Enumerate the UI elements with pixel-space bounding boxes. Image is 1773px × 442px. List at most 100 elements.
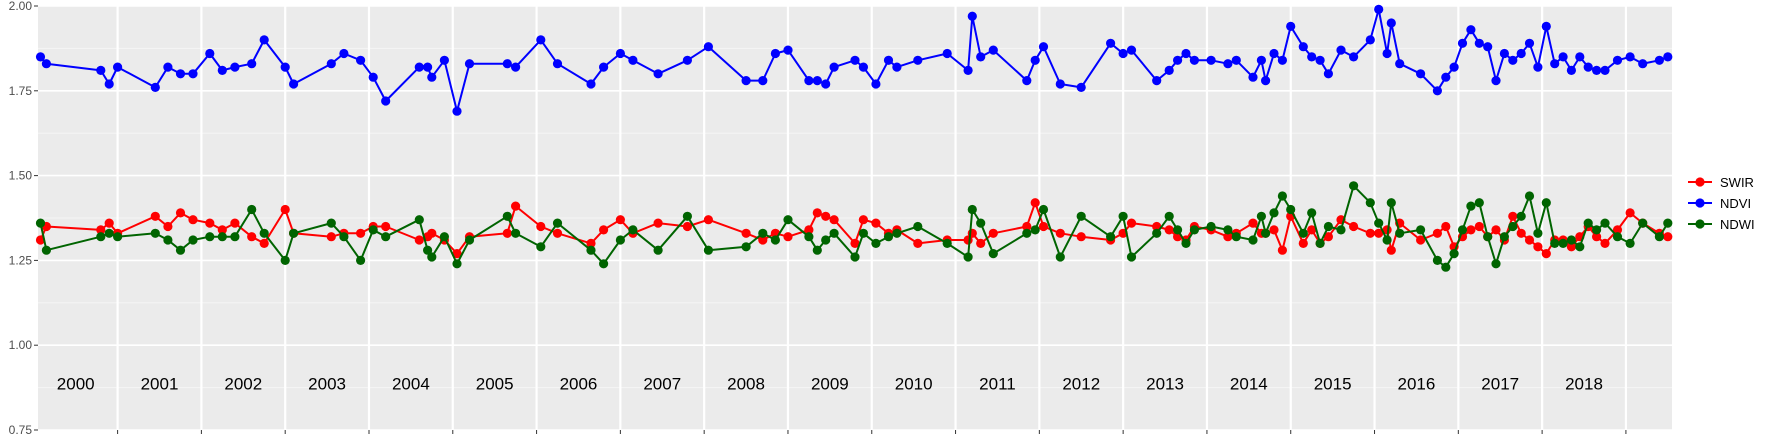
data-point-ndwi	[892, 228, 902, 238]
year-label: 2000	[57, 374, 95, 393]
data-point-ndwi	[326, 218, 336, 228]
data-point-ndvi	[1466, 25, 1476, 35]
data-point-ndwi	[247, 204, 257, 215]
data-point-ndvi	[1575, 52, 1585, 62]
data-point-ndvi	[1269, 48, 1279, 59]
data-point-ndwi	[1206, 221, 1216, 232]
series-layer	[35, 4, 1673, 272]
data-point-ndvi	[1307, 52, 1317, 62]
data-point-ndvi	[586, 79, 596, 89]
data-point-ndvi	[96, 65, 106, 75]
data-point-ndvi	[1612, 55, 1623, 65]
data-point-swir	[758, 235, 768, 245]
data-point-ndwi	[1256, 211, 1266, 221]
data-point-ndvi	[1189, 55, 1199, 65]
data-point-swir	[150, 211, 160, 221]
data-point-swir	[1076, 232, 1086, 242]
legend-label: NDWI	[1720, 217, 1755, 232]
data-point-ndwi	[536, 242, 546, 252]
data-point-ndwi	[1474, 198, 1484, 208]
y-tick-label: 1.00	[9, 338, 33, 352]
data-point-ndwi	[1625, 238, 1635, 248]
data-point-ndwi	[1181, 238, 1191, 248]
year-label: 2011	[979, 374, 1016, 393]
data-point-ndvi	[163, 62, 173, 72]
data-point-ndvi	[230, 62, 240, 72]
data-point-ndwi	[1307, 208, 1317, 218]
data-point-ndwi	[35, 218, 46, 228]
data-point-ndwi	[1382, 235, 1392, 245]
data-point-ndwi	[217, 232, 227, 242]
data-point-ndvi	[368, 72, 378, 82]
data-point-ndwi	[356, 255, 366, 265]
data-point-ndvi	[599, 62, 609, 72]
data-point-ndvi	[1474, 38, 1484, 48]
data-point-ndwi	[427, 252, 437, 262]
data-point-ndvi	[356, 55, 366, 65]
data-point-ndwi	[1638, 218, 1648, 228]
year-label: 2004	[392, 374, 430, 393]
data-point-ndvi	[1654, 55, 1664, 65]
legend-key-point	[1695, 177, 1705, 187]
data-point-swir	[1038, 221, 1049, 232]
data-point-ndwi	[829, 228, 839, 238]
data-point-ndvi	[339, 48, 349, 59]
data-point-ndvi	[1441, 72, 1451, 82]
data-point-swir	[1323, 232, 1333, 242]
data-point-ndwi	[1533, 228, 1543, 238]
data-point-ndwi	[741, 242, 751, 252]
data-point-ndvi	[963, 65, 973, 75]
data-point-ndwi	[883, 232, 894, 242]
data-point-swir	[615, 215, 626, 225]
data-point-ndvi	[1432, 86, 1442, 96]
data-point-ndvi	[883, 55, 894, 65]
year-label: 2009	[811, 374, 849, 393]
data-point-ndwi	[510, 228, 521, 238]
data-point-ndwi	[1386, 198, 1396, 208]
data-point-swir	[1508, 211, 1518, 221]
data-point-swir	[1126, 218, 1137, 228]
data-point-ndvi	[1592, 65, 1602, 75]
data-point-ndwi	[770, 235, 781, 245]
data-point-swir	[452, 249, 462, 259]
data-point-ndvi	[770, 48, 781, 59]
data-point-ndwi	[1541, 198, 1551, 208]
data-point-ndwi	[1457, 225, 1468, 235]
data-point-ndwi	[1055, 252, 1065, 262]
data-point-ndwi	[280, 255, 290, 265]
data-point-ndwi	[1286, 204, 1296, 215]
data-point-ndvi	[850, 55, 860, 65]
data-point-ndwi	[783, 215, 793, 225]
data-point-ndwi	[1223, 225, 1233, 235]
data-point-ndwi	[871, 238, 881, 248]
data-point-ndvi	[1382, 48, 1392, 59]
data-point-swir	[741, 228, 751, 238]
data-point-ndwi	[1277, 191, 1287, 201]
data-point-ndvi	[536, 35, 546, 45]
data-point-ndvi	[1030, 55, 1040, 65]
data-point-swir	[536, 221, 546, 232]
data-point-ndvi	[913, 55, 923, 65]
data-point-ndwi	[1583, 218, 1593, 228]
data-point-ndvi	[858, 62, 869, 72]
data-point-swir	[858, 215, 869, 225]
data-point-ndwi	[452, 259, 462, 269]
data-point-ndvi	[871, 79, 881, 89]
data-point-ndwi	[1336, 225, 1346, 235]
legend-key-point	[1695, 219, 1705, 229]
data-point-ndvi	[812, 76, 822, 86]
data-point-ndwi	[259, 228, 269, 238]
data-point-ndvi	[1416, 69, 1426, 79]
data-point-swir	[96, 225, 106, 235]
data-point-swir	[821, 211, 831, 221]
data-point-ndwi	[615, 235, 626, 245]
data-point-ndvi	[1541, 21, 1551, 31]
data-point-ndwi	[963, 252, 973, 262]
data-point-ndwi	[628, 225, 638, 235]
data-point-ndvi	[1286, 21, 1296, 31]
data-point-ndvi	[552, 59, 563, 69]
data-point-ndwi	[1118, 211, 1128, 221]
data-point-ndwi	[205, 232, 215, 242]
